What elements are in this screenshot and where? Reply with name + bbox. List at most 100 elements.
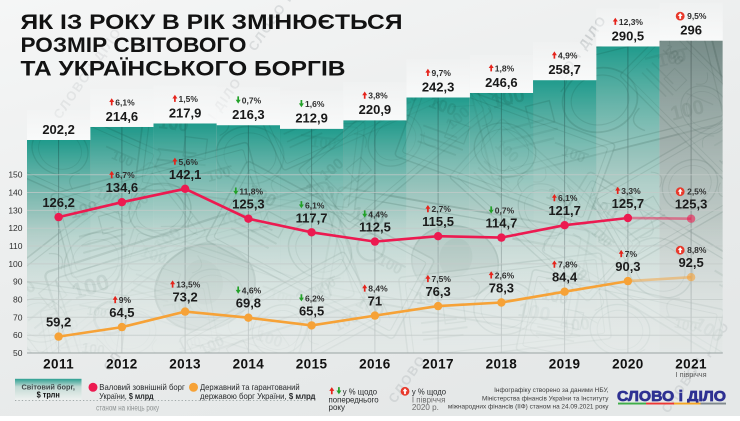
svg-text:216,3: 216,3: [232, 107, 265, 122]
svg-text:76,3: 76,3: [425, 284, 450, 299]
svg-text:6,1%: 6,1%: [305, 200, 325, 210]
svg-text:2,5%: 2,5%: [687, 187, 707, 197]
svg-text:12,3%: 12,3%: [619, 17, 644, 27]
svg-text:212,9: 212,9: [295, 111, 328, 126]
svg-text:8,4%: 8,4%: [368, 284, 388, 294]
svg-text:84,4: 84,4: [552, 270, 578, 285]
svg-text:90: 90: [13, 277, 23, 287]
svg-text:2,6%: 2,6%: [495, 271, 515, 281]
svg-text:2021: 2021: [675, 357, 707, 372]
svg-text:5,6%: 5,6%: [179, 157, 199, 167]
svg-text:112,5: 112,5: [359, 220, 391, 235]
svg-text:64,5: 64,5: [109, 305, 134, 320]
svg-text:2011: 2011: [43, 357, 74, 372]
svg-text:80: 80: [13, 295, 23, 305]
svg-text:Міністерства фінансів України: Міністерства фінансів України та Інститу…: [482, 394, 609, 402]
svg-text:125,7: 125,7: [612, 196, 645, 211]
svg-text:246,6: 246,6: [485, 75, 518, 90]
svg-text:110: 110: [9, 241, 23, 251]
svg-text:року: року: [329, 402, 346, 412]
svg-text:7%: 7%: [625, 249, 638, 259]
svg-text:140: 140: [8, 188, 22, 198]
svg-text:2016: 2016: [359, 357, 391, 372]
svg-text:2020: 2020: [612, 357, 644, 372]
svg-text:4,6%: 4,6%: [242, 286, 262, 296]
svg-text:9%: 9%: [119, 295, 132, 305]
svg-text:$ трлн: $ трлн: [37, 391, 60, 400]
svg-text:117,7: 117,7: [296, 210, 328, 225]
svg-text:Державний та гарантований: Державний та гарантований: [200, 382, 300, 392]
svg-text:4,9%: 4,9%: [558, 51, 578, 61]
svg-text:60: 60: [13, 330, 23, 340]
svg-text:130: 130: [8, 205, 22, 215]
svg-text:Інфографіку створено за даними: Інфографіку створено за даними НБУ,: [494, 386, 608, 394]
svg-text:2013: 2013: [169, 357, 201, 372]
svg-text:202,2: 202,2: [42, 122, 75, 137]
svg-text:2019: 2019: [549, 357, 581, 372]
svg-text:126,2: 126,2: [42, 195, 75, 210]
svg-text:296: 296: [680, 23, 702, 38]
svg-text:78,3: 78,3: [489, 281, 514, 296]
svg-text:ТА УКРАЇНСЬКОГО БОРГІВ: ТА УКРАЇНСЬКОГО БОРГІВ: [21, 57, 346, 80]
svg-text:120: 120: [8, 223, 22, 233]
svg-text:ЯК ІЗ РОКУ В РІК ЗМІНЮЄТЬСЯ: ЯК ІЗ РОКУ В РІК ЗМІНЮЄТЬСЯ: [21, 11, 403, 34]
svg-text:59,2: 59,2: [46, 315, 71, 330]
svg-text:11,8%: 11,8%: [239, 187, 263, 197]
svg-text:державою борг України, $ млрд: державою борг України, $ млрд: [200, 391, 316, 401]
svg-text:2014: 2014: [233, 357, 265, 372]
svg-text:Валовий зовнішній борг: Валовий зовнішній борг: [99, 382, 185, 392]
svg-text:90,3: 90,3: [615, 259, 640, 274]
svg-text:2017: 2017: [422, 357, 454, 372]
svg-text:125,3: 125,3: [675, 197, 708, 212]
svg-text:242,3: 242,3: [422, 80, 455, 95]
svg-text:2018: 2018: [486, 357, 518, 372]
svg-text:станом на кінець року: станом на кінець року: [96, 404, 159, 413]
svg-text:2015: 2015: [296, 357, 328, 372]
svg-text:1,8%: 1,8%: [495, 63, 515, 73]
svg-text:214,6: 214,6: [106, 109, 139, 124]
svg-text:290,5: 290,5: [612, 28, 645, 43]
svg-text:України, $ млрд: України, $ млрд: [99, 391, 154, 401]
svg-text:65,5: 65,5: [299, 303, 324, 318]
svg-text:Світовий борг,: Світовий борг,: [21, 383, 75, 392]
svg-text:І півріччя: І півріччя: [412, 395, 446, 405]
svg-text:7,8%: 7,8%: [558, 260, 578, 270]
svg-text:6,1%: 6,1%: [115, 97, 135, 107]
svg-text:0,7%: 0,7%: [495, 206, 515, 216]
svg-text:9,7%: 9,7%: [432, 68, 452, 78]
svg-text:134,6: 134,6: [106, 180, 139, 195]
svg-text:258,7: 258,7: [548, 62, 581, 77]
svg-text:217,9: 217,9: [169, 105, 202, 120]
svg-text:6,2%: 6,2%: [305, 293, 325, 303]
svg-text:150: 150: [8, 170, 22, 180]
svg-text:у % щодо: у % щодо: [343, 386, 377, 396]
svg-text:3,3%: 3,3%: [621, 186, 641, 196]
svg-text:4,4%: 4,4%: [368, 210, 388, 220]
svg-text:6,1%: 6,1%: [558, 193, 578, 203]
svg-text:2,7%: 2,7%: [432, 204, 452, 214]
svg-text:125,3: 125,3: [232, 197, 265, 212]
svg-text:РОЗМІР СВІТОВОГО: РОЗМІР СВІТОВОГО: [21, 34, 247, 57]
svg-text:6,7%: 6,7%: [115, 170, 135, 180]
svg-text:8,8%: 8,8%: [687, 245, 707, 255]
svg-text:142,1: 142,1: [169, 167, 202, 182]
svg-text:50: 50: [13, 348, 23, 358]
svg-text:115,5: 115,5: [422, 214, 454, 229]
svg-text:0,7%: 0,7%: [242, 96, 262, 106]
svg-text:70: 70: [13, 312, 23, 322]
svg-text:1,5%: 1,5%: [179, 94, 199, 104]
svg-text:7,5%: 7,5%: [432, 274, 452, 284]
svg-text:2012: 2012: [106, 357, 138, 372]
svg-text:71: 71: [368, 294, 382, 309]
svg-text:І півріччя: І півріччя: [676, 370, 707, 379]
svg-text:69,8: 69,8: [236, 296, 261, 311]
svg-text:СЛОВО і ДІЛО: СЛОВО і ДІЛО: [617, 389, 726, 405]
svg-text:121,7: 121,7: [548, 203, 581, 218]
svg-text:попереднього: попереднього: [329, 395, 379, 405]
svg-text:220,9: 220,9: [359, 102, 392, 117]
svg-text:92,5: 92,5: [678, 255, 703, 270]
svg-text:1,6%: 1,6%: [305, 99, 325, 109]
svg-text:9,5%: 9,5%: [687, 11, 707, 21]
svg-text:114,7: 114,7: [485, 216, 517, 231]
svg-text:100: 100: [8, 259, 22, 269]
